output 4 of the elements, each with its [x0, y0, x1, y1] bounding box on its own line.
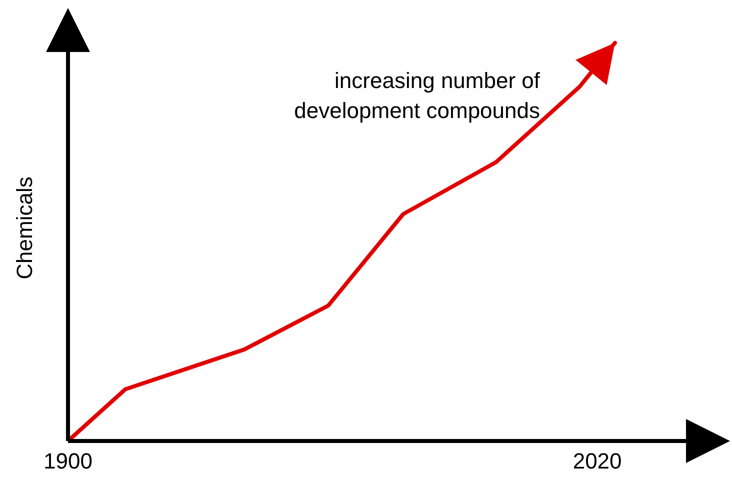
- x-tick-label: 2020: [572, 448, 622, 474]
- annotation: increasing number of development compounds: [293, 67, 540, 125]
- y-axis-title: Chemicals: [12, 176, 37, 280]
- x-tick-label: 1900: [44, 448, 92, 474]
